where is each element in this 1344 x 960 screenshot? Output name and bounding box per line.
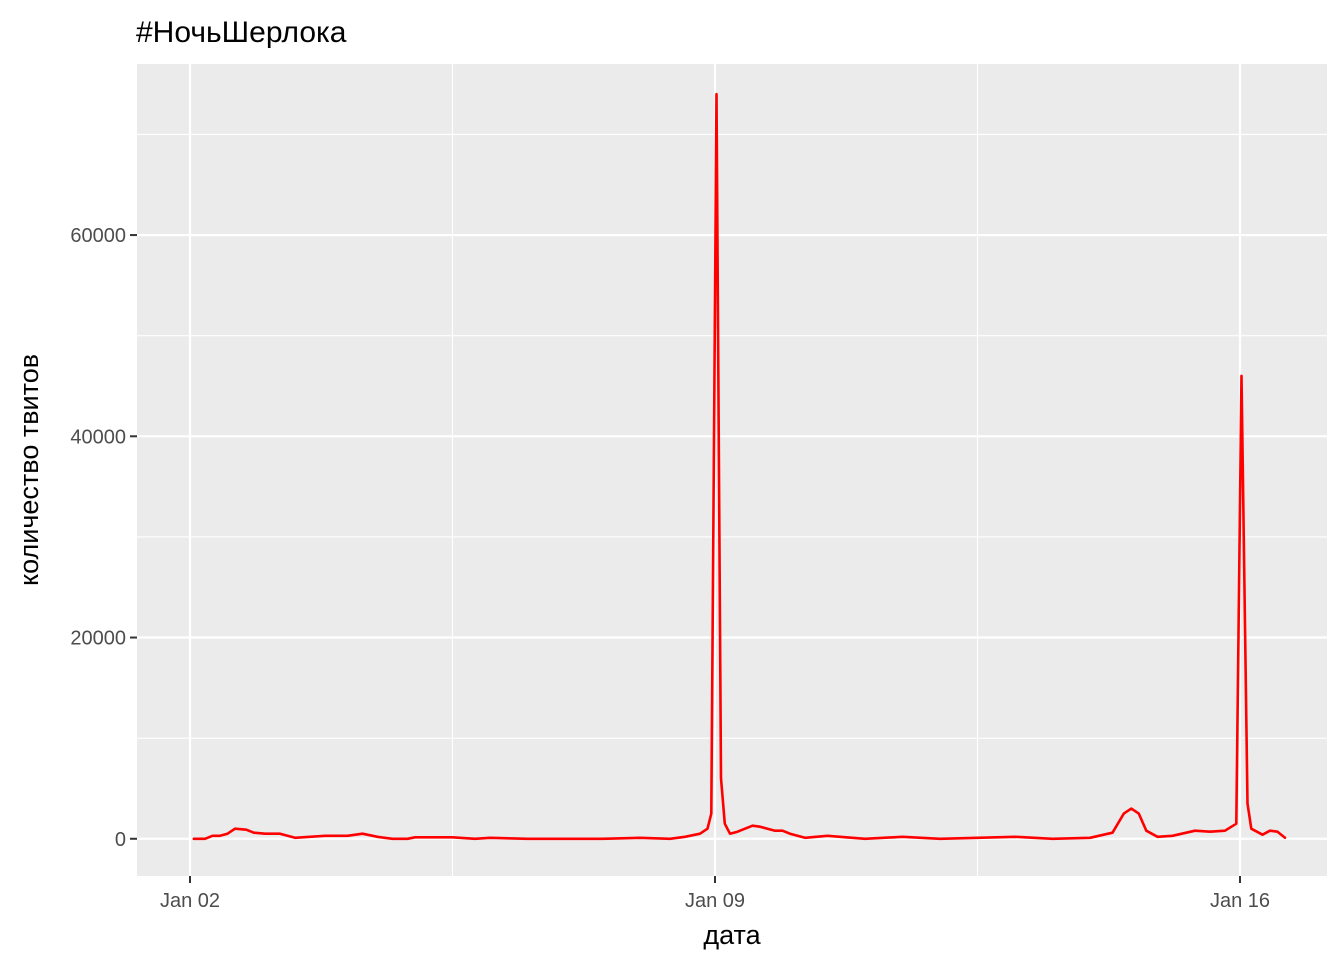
minor-gridlines <box>137 64 1327 876</box>
y-tick-label: 20000 <box>70 628 126 650</box>
x-tick-label: Jan 16 <box>1210 890 1270 912</box>
y-tick-label: 40000 <box>70 426 126 448</box>
y-axis: 0 20000 40000 60000 <box>70 225 137 851</box>
plot-panel <box>137 64 1327 876</box>
x-tick-label: Jan 09 <box>685 890 745 912</box>
series-layer <box>192 92 1287 841</box>
x-axis: Jan 02 Jan 09 Jan 16 <box>160 876 1270 912</box>
y-tick-label: 60000 <box>70 225 126 247</box>
chart-title: #НочьШерлока <box>136 16 347 49</box>
x-axis-title: дата <box>703 920 761 950</box>
series-line-0 <box>192 92 1287 841</box>
x-tick-label: Jan 02 <box>160 890 220 912</box>
y-axis-title: количество твитов <box>14 354 44 586</box>
y-tick-label: 0 <box>115 829 126 851</box>
